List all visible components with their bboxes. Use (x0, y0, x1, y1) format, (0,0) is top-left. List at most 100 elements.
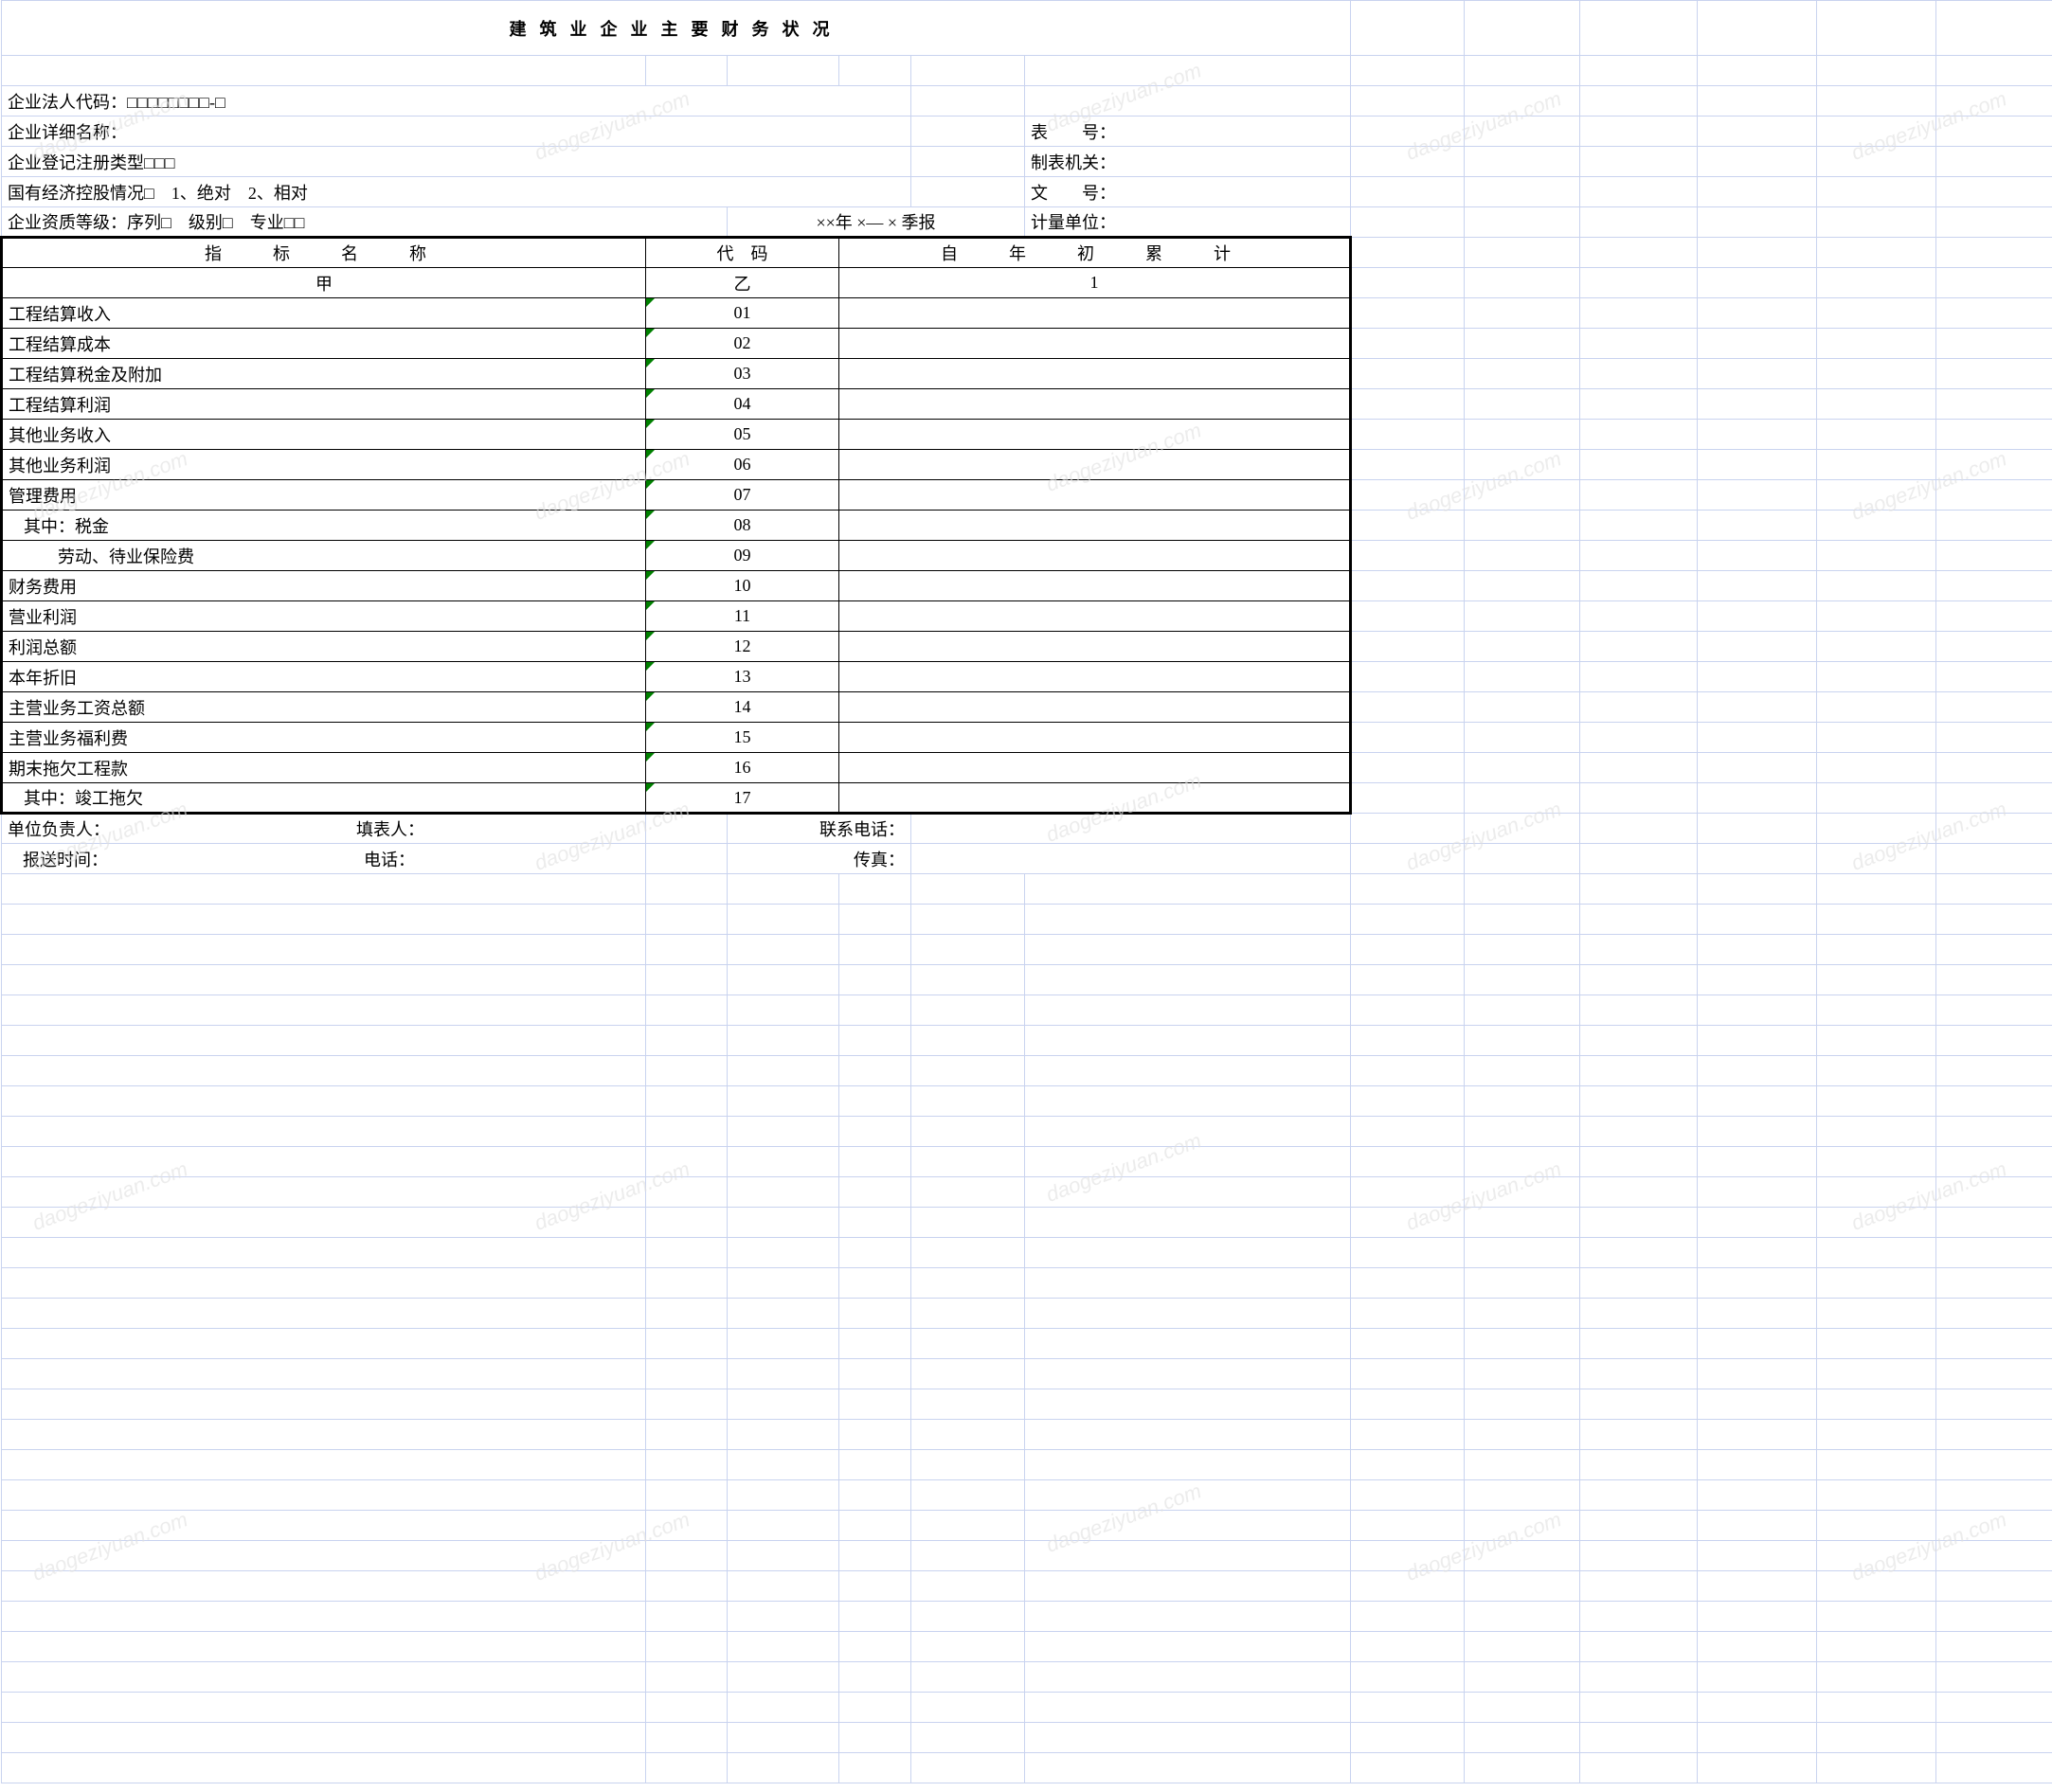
empty-cell (911, 1420, 1025, 1450)
empty-cell (1698, 571, 1817, 601)
empty-cell (911, 1753, 1025, 1783)
empty-cell (1465, 783, 1580, 814)
empty-cell (1698, 1420, 1817, 1450)
empty-cell (1817, 935, 1936, 965)
empty-cell (728, 1420, 839, 1450)
empty-cell (728, 1541, 839, 1571)
empty-cell (1817, 177, 1936, 207)
row-value (839, 389, 1351, 420)
empty-cell (646, 1208, 728, 1238)
empty-cell (911, 965, 1025, 995)
empty-cell (1698, 753, 1817, 783)
empty-cell (1698, 1026, 1817, 1056)
empty-cell (2, 1420, 646, 1450)
empty-cell (839, 1571, 911, 1602)
empty-cell (1465, 1117, 1580, 1147)
empty-cell (646, 965, 728, 995)
empty-cell (911, 1723, 1025, 1753)
empty-cell (839, 1511, 911, 1541)
empty-cell (1351, 1480, 1465, 1511)
empty-cell (728, 1117, 839, 1147)
empty-cell (1465, 632, 1580, 662)
empty-cell (1580, 1632, 1698, 1662)
empty-cell (1465, 1268, 1580, 1299)
row-label: 营业利润 (2, 601, 646, 632)
empty-cell (1025, 1268, 1351, 1299)
empty-cell (1025, 1359, 1351, 1389)
empty-cell (1580, 874, 1698, 905)
empty-cell (1351, 1026, 1465, 1056)
empty-cell (1817, 632, 1936, 662)
empty-cell (1817, 1632, 1936, 1662)
empty-cell (1817, 965, 1936, 995)
empty-cell (1580, 420, 1698, 450)
empty-cell (911, 1299, 1025, 1329)
empty-cell (1025, 1329, 1351, 1359)
empty-cell (1817, 147, 1936, 177)
empty-cell (1936, 116, 2052, 147)
empty-cell (1580, 692, 1698, 723)
header-right (1025, 86, 1351, 116)
empty-cell (1936, 753, 2052, 783)
empty-cell (1698, 1329, 1817, 1359)
empty-cell (1465, 571, 1580, 601)
empty-cell (1465, 1450, 1580, 1480)
empty-cell (1817, 1420, 1936, 1450)
empty-cell (839, 1693, 911, 1723)
empty-cell (728, 56, 839, 86)
empty-cell (728, 1602, 839, 1632)
row-label: 主营业务工资总额 (2, 692, 646, 723)
empty-cell (646, 1693, 728, 1723)
empty-cell (1465, 692, 1580, 723)
empty-cell (1025, 1147, 1351, 1177)
empty-cell (1817, 511, 1936, 541)
empty-cell (1580, 905, 1698, 935)
empty-cell (646, 1450, 728, 1480)
empty-cell (911, 86, 1025, 116)
empty-cell (2, 1511, 646, 1541)
empty-cell (1698, 450, 1817, 480)
col-subheader-code: 乙 (646, 268, 839, 298)
empty-cell (728, 1208, 839, 1238)
empty-cell (1351, 116, 1465, 147)
empty-cell (1698, 511, 1817, 541)
empty-cell (2, 1147, 646, 1177)
empty-cell (1465, 1026, 1580, 1056)
footer-label: 报送时间： (23, 851, 108, 869)
empty-cell (1936, 965, 2052, 995)
spreadsheet: 建筑业企业主要财务状况企业法人代码：□□□□□□□□-□企业详细名称：表 号：企… (0, 0, 2052, 1783)
empty-cell (1698, 1693, 1817, 1723)
row-code: 01 (646, 298, 839, 329)
empty-cell (1580, 86, 1698, 116)
empty-cell (1698, 1056, 1817, 1086)
empty-cell (1580, 1389, 1698, 1420)
empty-cell (728, 1086, 839, 1117)
empty-cell (1580, 995, 1698, 1026)
empty-cell (1465, 1329, 1580, 1359)
empty-cell (1580, 207, 1698, 238)
empty-cell (728, 1450, 839, 1480)
empty-cell (1817, 723, 1936, 753)
empty-cell (646, 1056, 728, 1086)
empty-cell (1698, 1511, 1817, 1541)
empty-cell (911, 874, 1025, 905)
empty-cell (1698, 1, 1817, 56)
empty-cell (1817, 692, 1936, 723)
empty-cell (839, 995, 911, 1026)
empty-cell (1025, 1480, 1351, 1511)
empty-cell (646, 1571, 728, 1602)
empty-cell (1580, 844, 1698, 874)
empty-cell (1698, 1086, 1817, 1117)
empty-cell (1465, 1723, 1580, 1753)
row-label: 其中：税金 (2, 511, 646, 541)
empty-cell (2, 1086, 646, 1117)
empty-cell (2, 1208, 646, 1238)
row-value (839, 480, 1351, 511)
empty-cell (1817, 480, 1936, 511)
empty-cell (839, 965, 911, 995)
empty-cell (1936, 1238, 2052, 1268)
empty-cell (1698, 268, 1817, 298)
empty-cell (2, 1299, 646, 1329)
empty-cell (1025, 1238, 1351, 1268)
empty-cell (1580, 298, 1698, 329)
